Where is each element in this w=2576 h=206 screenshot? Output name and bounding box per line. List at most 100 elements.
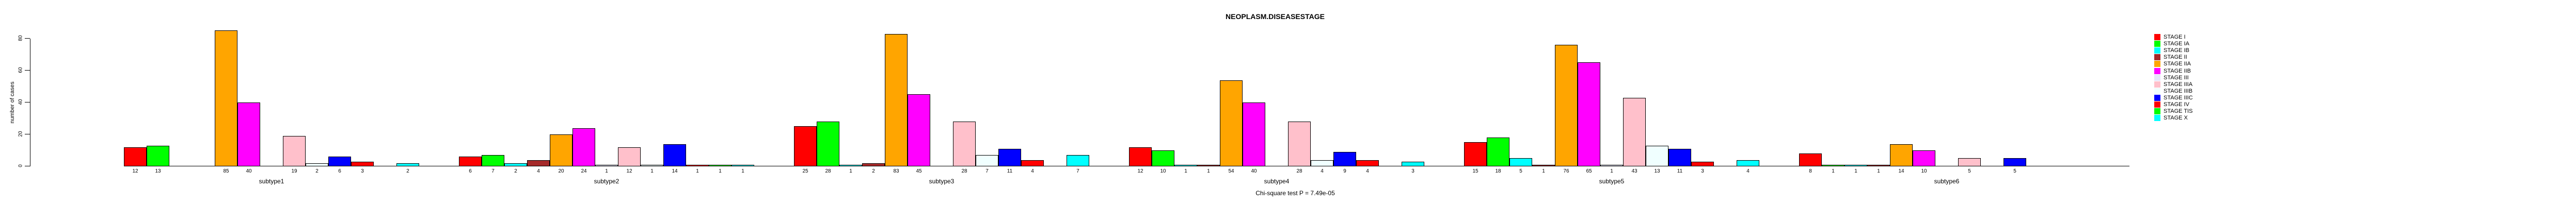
- bar-subtype2-stage-ib: [504, 163, 527, 166]
- legend-item-stage-iiib: STAGE IIIB: [2154, 88, 2192, 94]
- group-label-subtype1: subtype1: [259, 178, 284, 185]
- bar-subtype4-stage-i: [1129, 147, 1152, 166]
- legend-color-swatch: [2154, 95, 2160, 101]
- bar-value-label: 7: [1076, 168, 1079, 174]
- bar-value-label: 14: [672, 168, 678, 174]
- bar-subtype2-stage-iii: [595, 165, 618, 166]
- legend-label: STAGE IIIA: [2164, 81, 2193, 88]
- bar-subtype1-stage-iiic: [328, 157, 351, 166]
- bar-value-label: 11: [1677, 168, 1683, 174]
- legend-color-swatch: [2154, 47, 2160, 54]
- bar-subtype3-stage-ib: [839, 165, 862, 166]
- bar-value-label: 28: [961, 168, 967, 174]
- bar-value-label: 9: [1343, 168, 1346, 174]
- bar-value-label: 2: [872, 168, 875, 174]
- bar-subtype1-stage-ia: [147, 146, 169, 166]
- bar-subtype2-stage-tis: [709, 165, 732, 166]
- bar-subtype5-stage-i: [1464, 142, 1487, 166]
- bar-value-label: 28: [825, 168, 831, 174]
- bar-value-label: 12: [132, 168, 138, 174]
- legend-item-stage-tis: STAGE TIS: [2154, 108, 2192, 114]
- bar-value-label: 4: [1746, 168, 1750, 174]
- bar-value-label: 1: [1854, 168, 1857, 174]
- bar-value-label: 2: [315, 168, 319, 174]
- bar-value-label: 11: [1007, 168, 1013, 174]
- legend-label: STAGE IIB: [2164, 68, 2191, 74]
- bar-subtype1-stage-x: [396, 163, 419, 166]
- bar-value-label: 12: [626, 168, 632, 174]
- bar-value-label: 13: [1654, 168, 1660, 174]
- bar-value-label: 4: [1031, 168, 1034, 174]
- bar-value-label: 40: [1251, 168, 1257, 174]
- bar-subtype4-stage-ii: [1197, 165, 1220, 166]
- bar-subtype4-stage-iib: [1243, 102, 1265, 166]
- bar-subtype4-stage-ib: [1174, 165, 1197, 166]
- bar-subtype5-stage-ia: [1487, 138, 1509, 166]
- bar-value-label: 1: [605, 168, 608, 174]
- legend-label: STAGE IIIB: [2164, 88, 2193, 94]
- bar-subtype2-stage-ii: [527, 160, 550, 166]
- y-axis-tick: [25, 70, 30, 71]
- bar-value-label: 1: [696, 168, 699, 174]
- bar-subtype1-stage-i: [124, 147, 147, 166]
- legend-color-swatch: [2154, 88, 2160, 94]
- bar-value-label: 4: [1321, 168, 1324, 174]
- bar-value-label: 1: [1207, 168, 1210, 174]
- x-axis-title: Chi-square test P = 7.49e-05: [1255, 190, 1335, 197]
- bar-value-label: 5: [2013, 168, 2016, 174]
- bar-value-label: 76: [1563, 168, 1569, 174]
- bar-value-label: 1: [1542, 168, 1545, 174]
- bar-subtype6-stage-iiic: [2003, 158, 2026, 166]
- legend-label: STAGE TIS: [2164, 108, 2193, 114]
- bar-subtype4-stage-iiia: [1288, 122, 1311, 166]
- bar-value-label: 6: [469, 168, 472, 174]
- legend-label: STAGE IB: [2164, 47, 2189, 54]
- bar-subtype4-stage-iia: [1220, 80, 1243, 166]
- bar-subtype5-stage-iiic: [1668, 149, 1691, 166]
- y-axis-tick-label: 60: [18, 67, 24, 73]
- y-axis-tick-label: 40: [18, 99, 24, 105]
- bar-subtype3-stage-ia: [817, 122, 839, 166]
- bar-subtype3-stage-iv: [1021, 160, 1044, 166]
- bar-value-label: 1: [849, 168, 852, 174]
- legend-color-swatch: [2154, 61, 2160, 67]
- bar-subtype3-stage-ii: [862, 163, 885, 166]
- y-axis-tick: [25, 38, 30, 39]
- group-label-subtype3: subtype3: [929, 178, 955, 185]
- group-label-subtype5: subtype5: [1599, 178, 1625, 185]
- bar-subtype1-stage-iia: [215, 30, 237, 166]
- bar-value-label: 1: [741, 168, 744, 174]
- bar-value-label: 25: [802, 168, 808, 174]
- bar-subtype6-stage-ib: [1844, 165, 1867, 166]
- bar-subtype3-stage-iiic: [998, 149, 1021, 166]
- bar-value-label: 1: [1610, 168, 1613, 174]
- bar-value-label: 3: [361, 168, 364, 174]
- bar-subtype5-stage-iib: [1578, 62, 1600, 166]
- bar-subtype5-stage-iv: [1691, 162, 1714, 166]
- legend-color-swatch: [2154, 75, 2160, 81]
- bar-value-label: 1: [1184, 168, 1187, 174]
- bar-subtype5-stage-iii: [1600, 165, 1623, 166]
- bar-value-label: 3: [1411, 168, 1414, 174]
- bar-subtype3-stage-x: [1067, 155, 1089, 166]
- bar-value-label: 3: [1701, 168, 1704, 174]
- legend-color-swatch: [2154, 108, 2160, 114]
- legend-item-stage-i: STAGE I: [2154, 34, 2186, 40]
- legend-item-stage-ia: STAGE IA: [2154, 41, 2189, 47]
- bar-value-label: 20: [558, 168, 564, 174]
- bar-subtype6-stage-ii: [1867, 165, 1890, 166]
- bar-value-label: 65: [1586, 168, 1592, 174]
- bar-subtype2-stage-iv: [686, 165, 709, 166]
- bar-value-label: 4: [1366, 168, 1369, 174]
- legend-color-swatch: [2154, 81, 2160, 88]
- bar-subtype1-stage-iiia: [283, 136, 306, 166]
- legend-label: STAGE III: [2164, 75, 2189, 81]
- y-axis-tick-label: 20: [18, 131, 24, 137]
- bar-value-label: 12: [1137, 168, 1143, 174]
- bar-subtype6-stage-ia: [1822, 165, 1844, 166]
- bar-subtype3-stage-iiia: [953, 122, 976, 166]
- bar-value-label: 15: [1472, 168, 1478, 174]
- bar-value-label: 2: [514, 168, 517, 174]
- y-axis-tick-label: 80: [18, 35, 24, 41]
- bar-value-label: 24: [581, 168, 587, 174]
